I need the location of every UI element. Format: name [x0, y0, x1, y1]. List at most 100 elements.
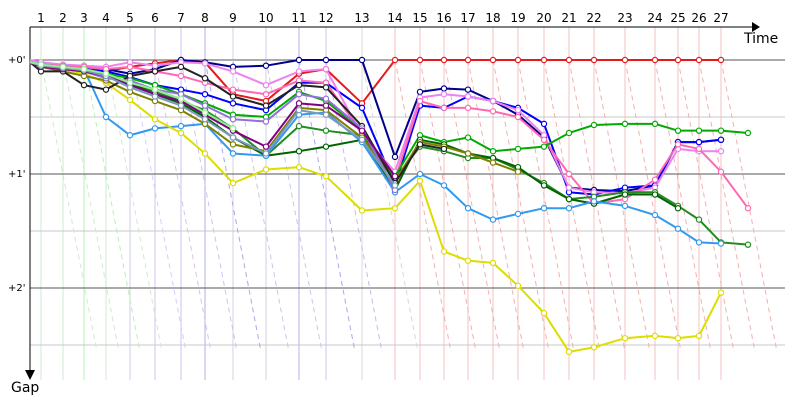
series-point: [489, 108, 497, 115]
series-point: [540, 309, 548, 317]
x-tick-label: 17: [460, 11, 475, 25]
series-point: [262, 102, 270, 109]
x-axis-arrow: [752, 22, 760, 32]
x-tick-label: 10: [258, 11, 273, 25]
series-point: [514, 113, 522, 121]
series-point: [717, 168, 725, 175]
lap-diagonal: [492, 59, 550, 352]
series-point: [177, 102, 185, 109]
series-point: [440, 90, 448, 98]
series-point: [391, 56, 399, 64]
series-point: [514, 56, 522, 64]
series-point: [565, 129, 573, 137]
y-axis-title: Gap: [11, 380, 39, 396]
series-point: [322, 95, 330, 102]
series-point: [229, 179, 237, 187]
series-point: [229, 93, 237, 100]
series-line: [29, 59, 721, 105]
series-point: [151, 116, 159, 123]
series-point: [674, 141, 682, 148]
x-tick-label: 23: [617, 11, 632, 25]
lap-diagonal: [154, 59, 212, 352]
series-point: [177, 72, 185, 80]
series-point: [262, 143, 270, 150]
series-point: [151, 62, 159, 69]
series-point: [229, 141, 237, 148]
series-line: [29, 61, 722, 245]
series-16: [29, 61, 237, 132]
lap-diagonal: [105, 59, 163, 352]
x-tick-label: 8: [201, 11, 209, 25]
series-point: [514, 210, 522, 218]
x-tick-label: 27: [713, 11, 728, 25]
x-tick-label: 15: [412, 11, 427, 25]
series-point: [540, 120, 548, 128]
series-point: [695, 239, 703, 246]
series-point: [651, 191, 659, 198]
series-point: [674, 225, 682, 232]
lap-diagonal: [265, 59, 323, 352]
lap-diagonal: [83, 59, 141, 352]
lap-diagonal: [654, 59, 712, 352]
series-point: [489, 147, 497, 155]
series-point: [151, 93, 159, 100]
lap-diagonal: [361, 59, 419, 352]
series-point: [674, 56, 682, 64]
series-point: [102, 113, 110, 121]
series-point: [416, 177, 424, 185]
x-tick-label: 5: [126, 11, 134, 25]
series-13: [29, 61, 399, 194]
series-point: [295, 90, 303, 98]
lap-diagonal: [624, 59, 682, 352]
series-point: [322, 143, 330, 150]
x-tick-label: 25: [670, 11, 685, 25]
series-point: [695, 216, 703, 223]
series-point: [322, 102, 330, 109]
series-point: [489, 97, 497, 105]
series-point: [440, 145, 448, 153]
series-point: [391, 204, 399, 212]
series-point: [262, 81, 270, 89]
series-point: [440, 104, 448, 112]
series-point: [80, 65, 88, 73]
x-tick-label: 4: [102, 11, 110, 25]
series-point: [295, 56, 303, 64]
series-point: [229, 116, 237, 123]
series-point: [229, 134, 237, 141]
lap-diagonal: [419, 59, 477, 352]
series-point: [540, 182, 548, 189]
series-point: [295, 147, 303, 155]
y-tick-labels: +0' +1' +2': [8, 55, 26, 294]
series-point: [416, 170, 424, 178]
series-point: [621, 56, 629, 64]
series-point: [565, 348, 573, 356]
series-point: [177, 129, 185, 137]
series-point: [177, 122, 185, 130]
series-point: [358, 136, 366, 143]
series-point: [229, 68, 237, 75]
series-point: [262, 166, 270, 173]
series-line: [29, 61, 234, 130]
series-point: [229, 125, 237, 132]
x-tick-label: 11: [291, 11, 306, 25]
series-point: [489, 159, 497, 166]
series-point: [295, 100, 303, 107]
lap-diagonal: [40, 59, 98, 352]
lap-diagonal: [62, 59, 120, 352]
x-tick-label: 26: [691, 11, 706, 25]
series-point: [590, 56, 598, 64]
series-line: [29, 61, 519, 182]
series-point: [744, 204, 752, 212]
lap-diagonal: [204, 59, 262, 352]
lap-diagonals: [40, 59, 778, 352]
series-point: [540, 56, 548, 64]
series-point: [489, 259, 497, 267]
x-tick-label: 24: [647, 11, 662, 25]
y-tick-label: +1': [8, 169, 26, 180]
series-point: [695, 145, 703, 153]
x-tick-label: 21: [561, 11, 576, 25]
series-point: [464, 93, 472, 100]
x-tick-label: 22: [586, 11, 601, 25]
x-tick-label: 6: [151, 11, 159, 25]
series-point: [695, 127, 703, 134]
